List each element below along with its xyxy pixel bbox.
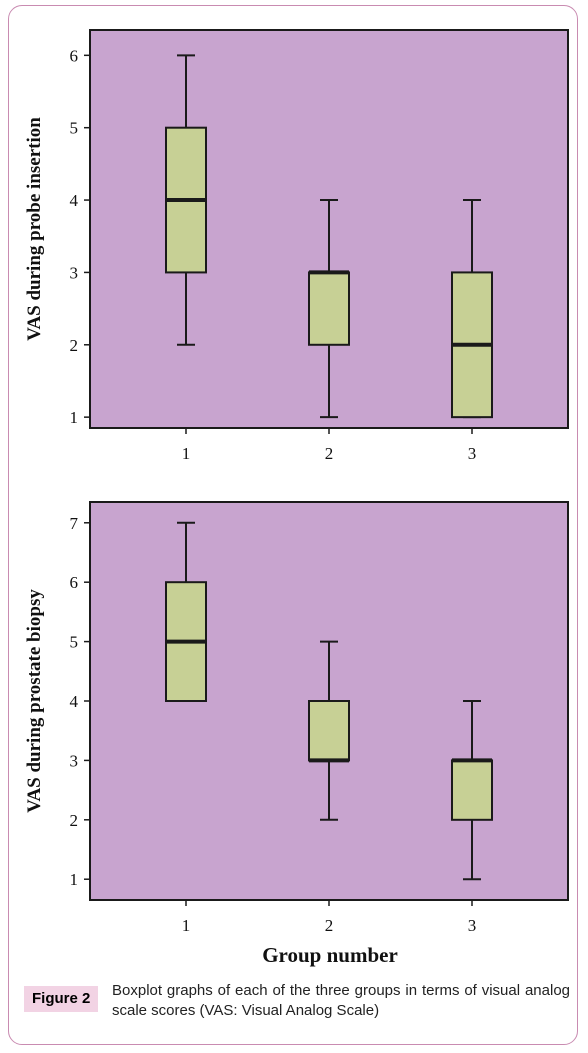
y-tick-label: 6 [70,573,79,592]
y-tick-label: 1 [70,408,79,427]
x-tick-label: 3 [468,444,477,463]
y-tick-label: 2 [70,811,79,830]
caption-text: Boxplot graphs of each of the three grou… [112,982,570,1019]
y-axis-label-1: VAS during probe insertion [24,117,45,341]
x-tick-label: 3 [468,916,477,935]
x-tick-label: 1 [182,916,191,935]
y-tick-label: 7 [70,514,79,533]
y-tick-label: 2 [70,336,79,355]
x-tick-label: 2 [325,444,334,463]
y-tick-label: 5 [70,119,79,138]
box-group-3 [451,759,493,821]
y-tick-label: 3 [70,263,79,282]
y-tick-label: 6 [70,46,79,65]
y-axis-label-2: VAS during prostate biopsy [24,589,45,813]
y-tick-label: 3 [70,751,79,770]
x-tick-label: 2 [325,916,334,935]
y-tick-label: 4 [70,191,79,210]
y-tick-label: 5 [70,633,79,652]
box-group-2 [308,700,350,762]
y-tick-label: 4 [70,692,79,711]
box-group-2 [308,271,350,346]
x-axis-title: Group number [262,943,398,967]
y-tick-label: 1 [70,870,79,889]
figure-label: Figure 2 [24,986,99,1012]
x-tick-label: 1 [182,444,191,463]
